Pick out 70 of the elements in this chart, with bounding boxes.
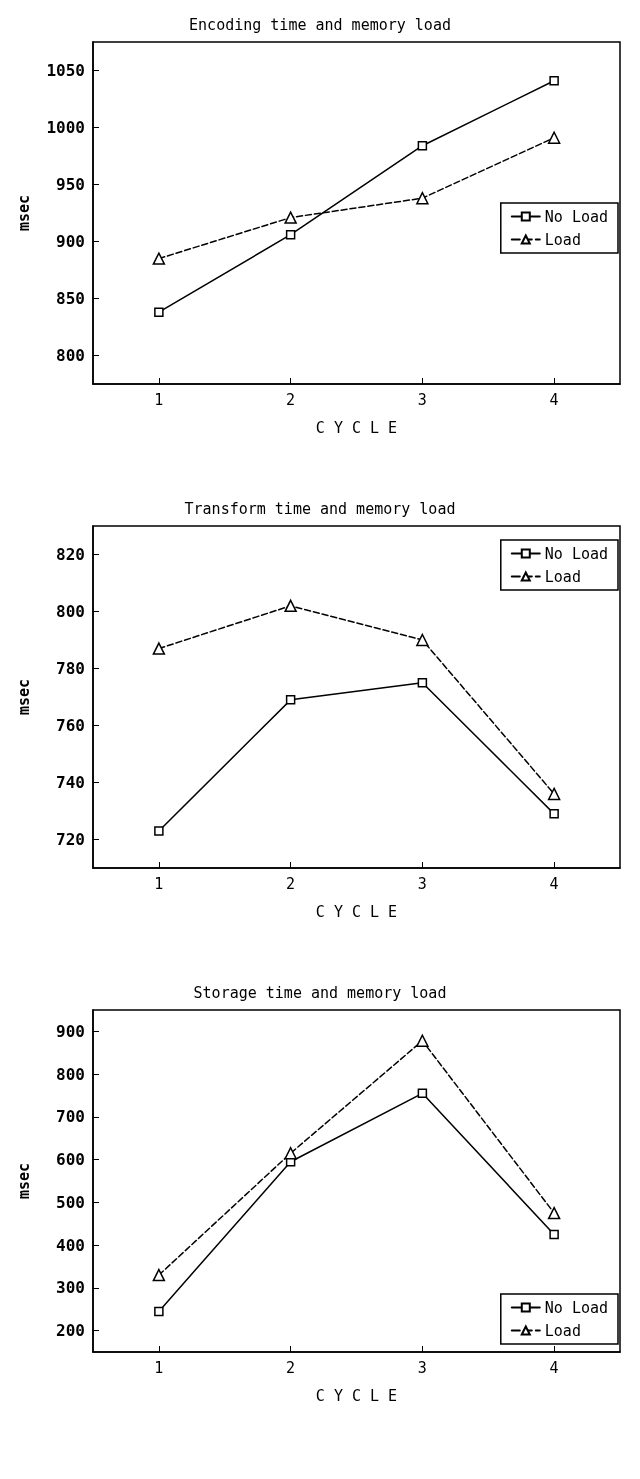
y-tick-label: 760 <box>56 716 85 735</box>
y-tick-label: 800 <box>56 602 85 621</box>
y-tick-label: 850 <box>56 289 85 308</box>
y-tick-label: 300 <box>56 1278 85 1298</box>
y-tick-label: 400 <box>56 1235 85 1255</box>
y-axis-title: msec <box>14 678 33 716</box>
point <box>154 307 164 317</box>
chart-title: Encoding time and memory load <box>189 15 451 34</box>
y-tick-label: 800 <box>56 346 85 365</box>
point <box>549 809 559 819</box>
point <box>547 131 561 145</box>
x-tick-label: 2 <box>286 390 296 409</box>
y-tick-label: 900 <box>56 1021 85 1041</box>
x-axis-title: C Y C L E <box>315 1386 398 1405</box>
point <box>549 1229 559 1240</box>
chart-title: Transform time and memory load <box>184 499 456 518</box>
y-tick-label: 200 <box>56 1321 85 1341</box>
legend-label: No Load <box>544 544 608 563</box>
point <box>416 1034 429 1048</box>
x-tick-label: 2 <box>286 1358 296 1377</box>
point <box>152 252 166 265</box>
point <box>152 1268 166 1282</box>
x-tick-label: 4 <box>549 390 559 409</box>
y-tick-label: 820 <box>56 545 85 564</box>
chart-title: Storage time and memory load <box>193 983 447 1002</box>
y-tick-label: 1000 <box>46 118 85 137</box>
y-tick-label: 500 <box>56 1192 85 1212</box>
point <box>417 678 428 688</box>
point <box>417 1088 428 1099</box>
y-tick-label: 600 <box>56 1150 85 1170</box>
point <box>284 211 297 224</box>
legend-label: Load <box>544 567 581 586</box>
legend-label: Load <box>544 1321 581 1340</box>
y-tick-label: 800 <box>56 1064 85 1084</box>
y-tick-label: 1050 <box>46 61 85 80</box>
legend-label: No Load <box>544 1298 608 1317</box>
x-tick-label: 4 <box>549 1358 559 1377</box>
x-tick-label: 1 <box>154 390 164 409</box>
y-tick-label: 740 <box>56 773 85 792</box>
y-axis-title: msec <box>14 194 33 232</box>
x-tick-label: 3 <box>417 390 427 409</box>
y-tick-label: 720 <box>56 830 85 849</box>
point <box>152 642 166 655</box>
point <box>416 191 429 205</box>
y-tick-label: 780 <box>56 659 85 678</box>
y-tick-label: 950 <box>56 175 85 194</box>
x-axis-title: C Y C L E <box>315 902 398 921</box>
y-axis-title: msec <box>14 1162 33 1200</box>
point <box>547 1206 561 1220</box>
point <box>284 599 297 613</box>
x-tick-label: 2 <box>286 874 296 893</box>
point <box>285 229 296 240</box>
x-tick-label: 3 <box>417 1358 427 1377</box>
legend-label: No Load <box>544 207 608 226</box>
point <box>154 826 164 836</box>
point <box>417 140 428 151</box>
point <box>284 1146 297 1160</box>
x-tick-label: 1 <box>154 874 164 893</box>
point <box>285 695 296 705</box>
x-tick-label: 4 <box>549 874 559 893</box>
legend-label: Load <box>544 230 581 249</box>
point <box>416 633 429 647</box>
x-tick-label: 3 <box>417 874 427 893</box>
point <box>154 1306 164 1317</box>
point <box>549 76 559 86</box>
y-tick-label: 900 <box>56 232 85 251</box>
x-axis-title: C Y C L E <box>315 418 398 437</box>
point <box>547 787 561 801</box>
y-tick-label: 700 <box>56 1107 85 1127</box>
x-tick-label: 1 <box>154 1358 164 1377</box>
